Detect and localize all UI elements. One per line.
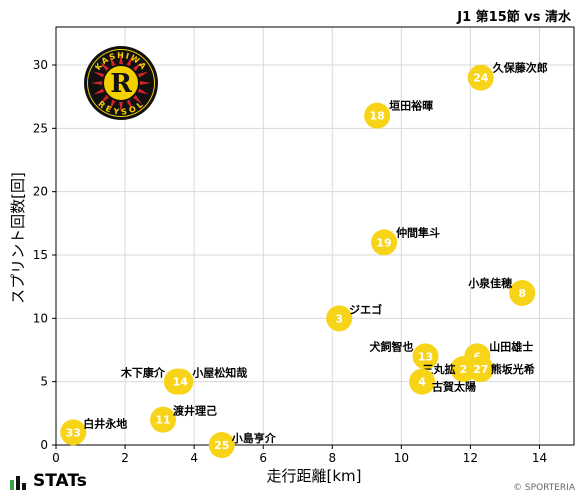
y-tick-label: 5: [40, 375, 48, 389]
player-bubble: [409, 368, 436, 395]
x-tick-label: 14: [532, 451, 547, 465]
player-bubble: [150, 406, 177, 433]
logo-ray: [109, 55, 117, 69]
player-bubble: [167, 368, 194, 395]
logo-ray: [118, 99, 124, 113]
kashiwa-reysol-logo: R KASHIWA REYSOL: [84, 46, 158, 120]
player-number: 3: [335, 312, 343, 325]
player-name: 白井永地: [83, 416, 127, 430]
logo-ray: [125, 55, 133, 69]
logo-ray: [93, 71, 107, 79]
player-bubble: [208, 432, 235, 458]
x-tick-label: 6: [259, 451, 267, 465]
x-tick-label: 2: [121, 451, 129, 465]
player-name: 熊坂光希: [491, 362, 535, 376]
player-point: 4 古賀太陽: [409, 368, 476, 395]
copyright: © SPORTERIA: [513, 483, 575, 493]
logo-ray: [91, 80, 105, 86]
player-number: 8: [518, 287, 526, 300]
player-bubble: [509, 280, 536, 306]
x-tick-label: 0: [52, 451, 60, 465]
logo-ray: [118, 53, 124, 67]
player-bubble: [60, 419, 87, 446]
stats-bars-icon: [10, 476, 26, 490]
player-number: 19: [376, 236, 391, 249]
x-tick-label: 10: [394, 451, 409, 465]
stats-brand: STATs: [33, 471, 87, 491]
player-name: ジエゴ: [349, 302, 382, 316]
logo-ray: [93, 87, 107, 95]
player-point: 13 犬飼智也: [370, 339, 439, 370]
y-axis-label: スプリント回数[回]: [9, 172, 27, 304]
player-name: 犬飼智也: [370, 339, 414, 353]
player-point: 27 熊坂光希: [467, 356, 535, 382]
player-name: 木下康介: [120, 366, 166, 380]
logo-ray: [109, 97, 117, 111]
player-number: 33: [66, 426, 81, 439]
logo-ray: [137, 80, 151, 86]
y-tick-label: 30: [33, 58, 48, 72]
x-tick-label: 12: [463, 451, 478, 465]
x-axis-label: 走行距離[km]: [266, 467, 361, 485]
y-tick-label: 0: [40, 438, 48, 452]
y-tick-label: 10: [33, 311, 48, 325]
player-bubble: [326, 305, 353, 332]
player-point: 8 小泉佳穂: [467, 276, 536, 306]
player-name: 山田雄士: [489, 339, 533, 353]
player-number: 18: [370, 110, 385, 123]
player-bubble: [467, 356, 494, 382]
player-name: 小泉佳穂: [467, 276, 512, 290]
logo-ray: [135, 87, 149, 95]
match-title: J1 第15節 vs 清水: [457, 10, 571, 25]
player-name: 渡井理己: [173, 404, 217, 418]
plot-area: [55, 26, 575, 446]
player-name: 小屋松知哉: [191, 366, 247, 380]
logo-letter: R: [110, 69, 132, 99]
player-point: 3 ジエゴ: [326, 302, 382, 332]
player-name: 垣田裕暉: [389, 99, 433, 113]
logo-ray: [125, 97, 133, 111]
player-bubble: [371, 229, 398, 256]
player-number: 14: [173, 376, 189, 389]
data-points: 24久保藤次郎18垣田裕暉19仲間隼斗8小泉佳穂3ジエゴ13犬飼智也6山田雄士2…: [60, 61, 548, 458]
y-tick-label: 20: [33, 185, 48, 199]
player-number: 11: [155, 414, 170, 427]
x-tick-label: 4: [190, 451, 198, 465]
player-number: 24: [473, 72, 489, 85]
player-point: 19 仲間隼斗: [371, 225, 440, 256]
player-name: 仲間隼斗: [396, 225, 440, 239]
logo-ray: [135, 71, 149, 79]
player-bubble: [364, 102, 391, 129]
player-name: 小島亨介: [231, 431, 277, 445]
player-number: 27: [473, 363, 488, 376]
y-tick-label: 25: [33, 121, 48, 135]
player-number: 2: [460, 363, 468, 376]
player-bubble: [467, 64, 494, 91]
player-bubble: [412, 343, 439, 370]
y-tick-label: 15: [33, 248, 48, 262]
player-name: 久保藤次郎: [493, 61, 548, 75]
player-point: 24 久保藤次郎: [467, 61, 548, 91]
player-number: 13: [418, 350, 433, 363]
player-point: 18 垣田裕暉: [364, 99, 433, 129]
x-tick-label: 8: [328, 451, 336, 465]
player-number: 25: [214, 439, 229, 452]
grid-lines: [55, 27, 574, 446]
player-name: 古賀太陽: [432, 380, 476, 394]
player-number: 4: [418, 376, 426, 389]
